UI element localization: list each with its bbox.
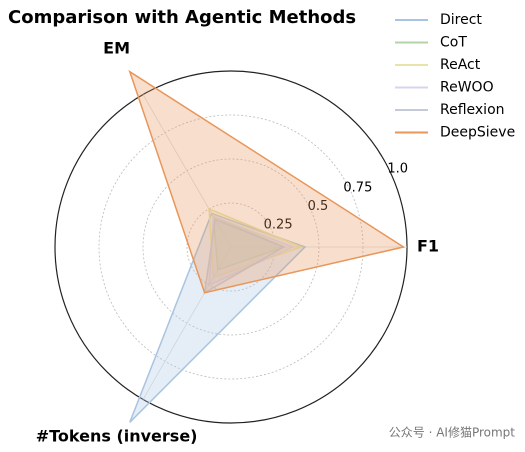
series [129,212,307,423]
r-tick-label: 0.25 [264,218,293,233]
r-tick-label: 0.75 [343,180,372,195]
series-area [203,218,286,295]
series [212,215,286,271]
legend-label: ReWOO [440,80,494,96]
axis-spoke [142,94,232,248]
chart-title: Comparison with Agentic Methods [8,7,356,28]
legend-label: CoT [440,35,467,51]
legend-label: ReAct [440,57,481,73]
series-area [129,212,307,423]
legend-label: DeepSieve [440,125,515,141]
series-area [212,215,286,271]
series [128,69,406,294]
axis-label: #Tokens (inverse) [36,427,198,446]
series-area [128,69,406,294]
legend-label: Direct [440,12,482,28]
watermark: 公众号 · AI修猫Prompt [389,425,516,440]
r-tick-label: 0.5 [308,199,329,214]
axis-spoke [142,246,232,400]
series [203,218,286,295]
axis-label: EM [103,38,130,57]
r-tick-label: 1.0 [387,162,408,177]
axis-label: F1 [417,237,439,256]
legend-label: Reflexion [440,102,505,118]
